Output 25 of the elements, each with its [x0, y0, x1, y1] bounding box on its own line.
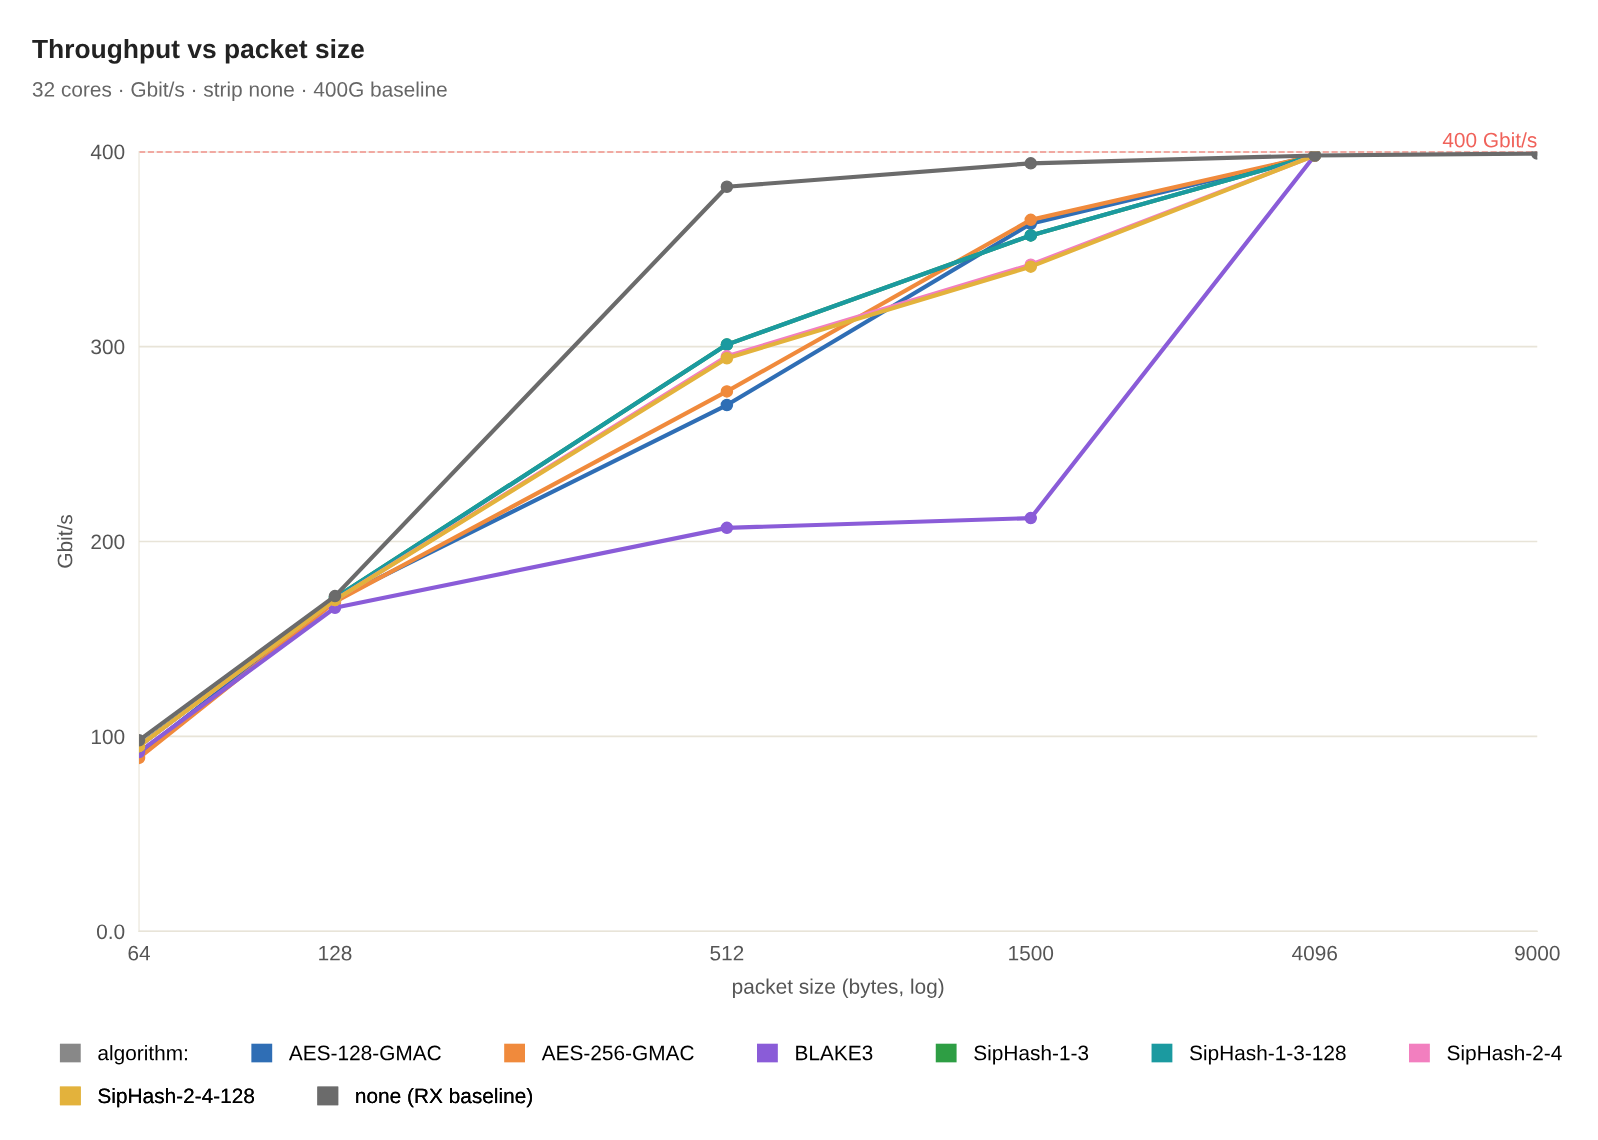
- legend-label: none (RX baseline): [356, 1087, 532, 1108]
- x-axis-title: packet size (bytes, log): [732, 978, 944, 998]
- legend-label: SipHash-1-3-128: [1189, 1045, 1346, 1065]
- legend-label: SipHash-2-4: [1447, 1045, 1562, 1065]
- legend-label: AES-128-GMAC: [288, 1045, 441, 1061]
- y-tick-label: 100: [91, 729, 125, 745]
- legend-label: BLAKE3: [796, 1045, 873, 1061]
- legend-label: SipHash-1-3: [974, 1045, 1089, 1065]
- ref-line-label: 400 Gbit/s: [1442, 132, 1537, 148]
- legend-label: AES-256-GMAC: [541, 1045, 694, 1061]
- y-tick-label: 0.0: [96, 924, 125, 940]
- x-tick-label: 64: [128, 945, 150, 961]
- x-tick-label: 128: [319, 945, 352, 961]
- x-tick-label: 512: [710, 945, 744, 961]
- x-tick-label: 1500: [1009, 945, 1054, 961]
- chart-subtitle: 32 cores · Gbit/s · strip none · 400G baseline: [32, 81, 447, 101]
- y-axis-title: Gbit/s: [57, 515, 73, 568]
- chart-title: Throughput vs packet size: [32, 38, 364, 64]
- legend-label: SipHash-2-4-128: [98, 1087, 254, 1108]
- x-tick-label: 9000: [1515, 945, 1560, 961]
- y-tick-label: 200: [91, 534, 125, 550]
- y-tick-label: 400: [90, 144, 125, 160]
- legend-title: algorithm:: [98, 1045, 187, 1065]
- x-tick-label: 4096: [1292, 945, 1337, 961]
- y-tick-label: 300: [91, 339, 125, 355]
